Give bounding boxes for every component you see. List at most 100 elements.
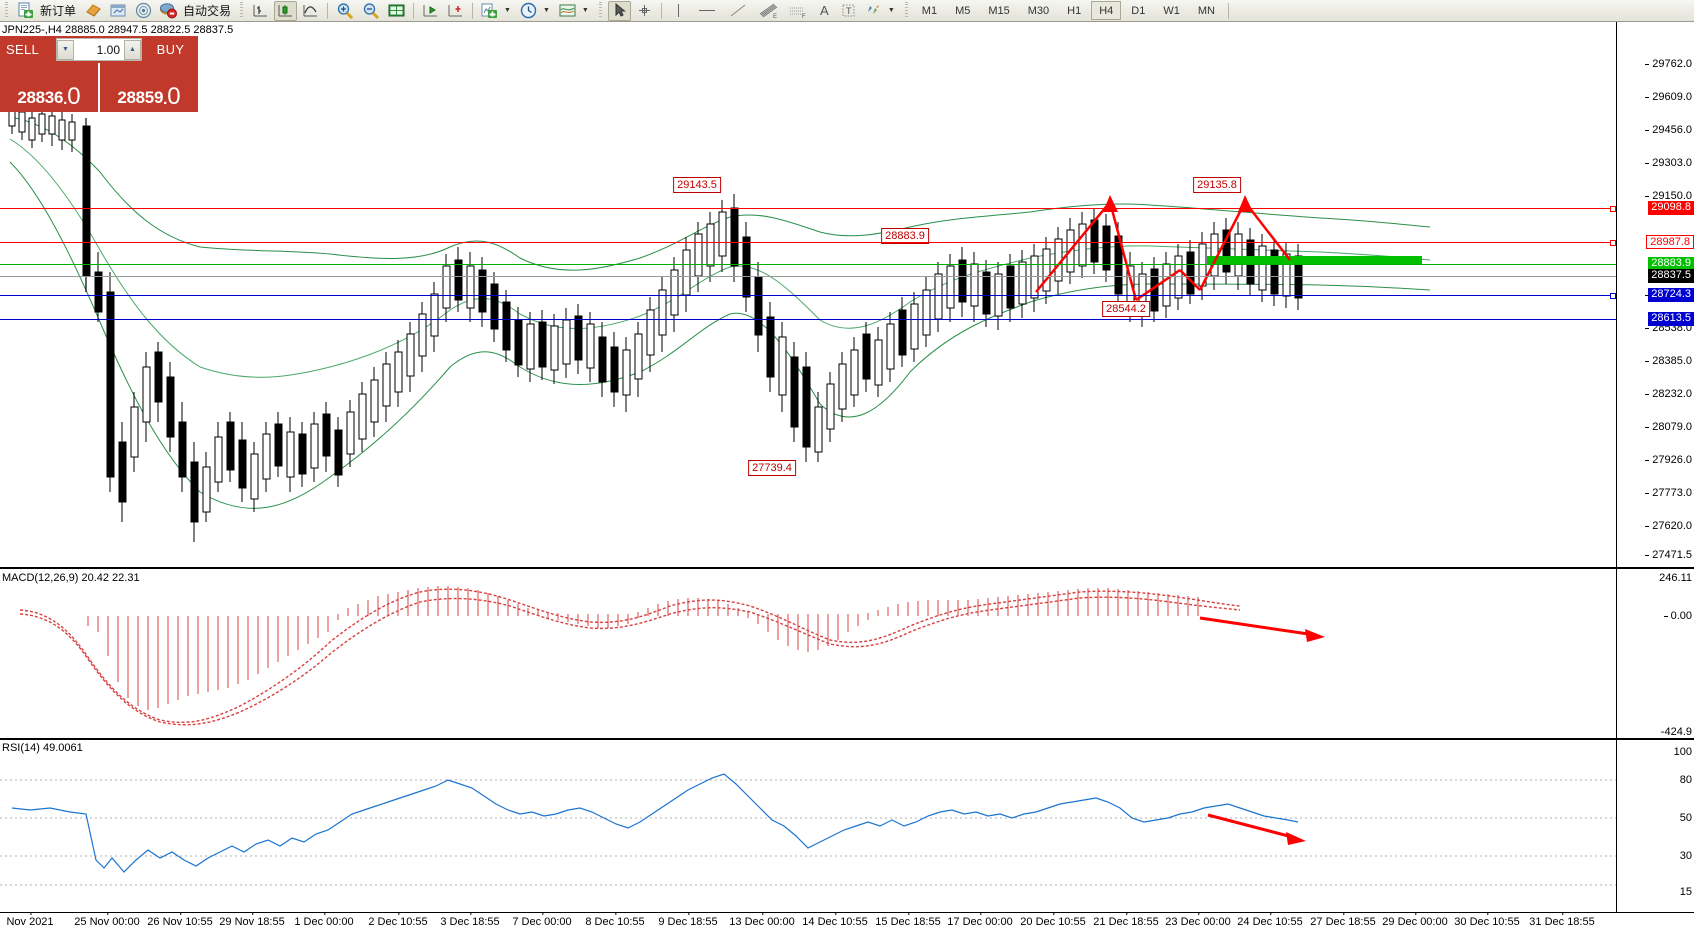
text-label-icon[interactable]: A [820,3,829,18]
macd-title-label: MACD(12,26,9) 20.42 22.31 [2,572,140,584]
rsi-canvas[interactable] [0,740,1616,912]
period-icon[interactable] [517,1,540,21]
one-click-trading-panel[interactable]: SELL ▼ 1.00 ▲ BUY 28836 . 0 [0,36,198,112]
level-line-29098[interactable] [0,206,1616,212]
bar-chart-icon[interactable] [249,1,272,21]
price-tick: 29150.0 [1645,190,1692,202]
level-line-28987[interactable] [0,240,1616,246]
crosshair-icon[interactable] [633,1,656,21]
toolbar-grip-2[interactable] [238,2,246,19]
macd-canvas[interactable] [0,570,1616,740]
price-tick: 29456.0 [1645,124,1692,136]
volume-increment-icon[interactable]: ▲ [124,39,141,60]
auto-trading-label[interactable]: 自动交易 [183,4,232,18]
time-tick: 2 Dec 10:55 [368,912,428,928]
level-handle-28987[interactable] [1610,240,1616,246]
templates-dropdown-icon[interactable]: ▼ [581,7,589,14]
timeframe-m30[interactable]: M30 [1027,4,1050,17]
level-line-28613[interactable] [0,319,1616,320]
line-chart-icon[interactable] [299,1,322,21]
timeframe-m1[interactable]: M1 [921,4,938,17]
price-chart-pane[interactable]: JPN225-,H4 28885.0 28947.5 28822.5 28837… [0,22,1694,570]
toolbar-grip-3[interactable] [596,2,604,19]
annotation-29135: 29135.8 [1193,177,1241,193]
toolbar-separator-3 [472,2,474,19]
auto-trading-icon[interactable] [157,1,180,21]
pane-separator-macd[interactable] [0,567,1694,569]
new-order-icon[interactable] [14,1,37,21]
level-line-28883[interactable] [0,264,1616,265]
cursor-icon[interactable] [607,0,631,21]
price-tick: 29609.0 [1645,91,1692,103]
trendline-icon[interactable] [724,1,752,21]
shapes-dropdown-icon[interactable]: ▼ [887,7,895,14]
volume-decrement-icon[interactable]: ▼ [57,39,74,60]
volume-stepper[interactable]: ▼ 1.00 ▲ [56,38,142,61]
auto-scroll-icon[interactable] [444,1,467,21]
zoom-out-icon[interactable] [359,1,383,21]
level-handle-29098[interactable] [1610,206,1616,212]
macd-tick: -424.9 [1660,726,1692,738]
time-tick: 23 Dec 00:00 [1165,912,1231,928]
buy-price-integer: 28859 [117,88,164,107]
pane-separator-rsi[interactable] [0,738,1694,740]
buy-price-fraction: 0 [167,83,181,111]
buy-button[interactable]: BUY [143,36,198,63]
indicators-dropdown-icon[interactable]: ▼ [504,7,511,14]
timeframe-d1[interactable]: D1 [1131,4,1146,17]
shapes-icon[interactable] [862,1,885,21]
vertical-line-icon[interactable] [667,1,690,21]
toolbar-grip[interactable] [3,2,10,19]
price-tag-28987[interactable]: 28987.8 [1646,235,1694,249]
expert-advisor-icon[interactable] [82,1,105,21]
price-tick: 27471.5 [1645,549,1692,561]
macd-pane[interactable]: MACD(12,26,9) 20.42 22.31 [0,570,1694,740]
timeframe-m15[interactable]: M15 [988,4,1010,17]
rsi-tick: 80 [1679,774,1692,786]
price-tick: 29303.0 [1645,157,1692,169]
timeframe-m5[interactable]: M5 [955,4,971,17]
price-tag-28613[interactable]: 28613.5 [1648,312,1694,326]
annotation-27739: 27739.4 [748,460,796,476]
timeframe-mn[interactable]: MN [1197,4,1215,17]
sell-button[interactable]: SELL [0,36,55,63]
chart-shift-icon[interactable] [419,1,442,21]
price-chart-canvas[interactable] [0,22,1616,570]
buy-price[interactable]: 28859 . 0 [100,63,198,112]
price-tag-28883[interactable]: 28883.9 [1648,257,1694,271]
level-handle-28724[interactable] [1610,293,1616,299]
text-box-icon[interactable]: T [837,1,860,21]
horizontal-line-icon[interactable] [692,1,722,21]
time-tick: 24 Dec 10:55 [1237,912,1303,928]
time-tick: 8 Dec 10:55 [585,912,645,928]
rsi-tick: 50 [1679,812,1692,824]
time-tick: 9 Dec 18:55 [658,912,718,928]
data-window-icon[interactable] [107,1,130,21]
fibonacci-icon[interactable]: E [754,1,782,21]
indicators-icon[interactable] [478,1,501,21]
period-dropdown-icon[interactable]: ▼ [542,7,550,14]
zoom-in-icon[interactable] [333,1,357,21]
candlestick-chart-icon[interactable] [274,0,298,21]
timeframe-h1[interactable]: H1 [1067,4,1082,17]
sell-price[interactable]: 28836 . 0 [0,63,98,112]
price-tag-28724[interactable]: 28724.3 [1648,288,1694,302]
price-axis[interactable]: 29762.0 29609.0 29456.0 29303.0 29150.0 … [1616,22,1694,570]
annotation-28883: 28883.9 [881,228,929,244]
rsi-pane[interactable]: RSI(14) 49.0061 100 80 50 30 15 [0,740,1694,912]
chart-workspace[interactable]: JPN225-,H4 28885.0 28947.5 28822.5 28837… [0,22,1694,934]
channels-icon[interactable]: F [784,1,812,21]
tile-windows-icon[interactable] [385,1,408,21]
signals-icon[interactable] [132,1,155,21]
templates-icon[interactable] [556,1,579,21]
time-axis[interactable]: Nov 2021 25 Nov 00:00 26 Nov 10:55 29 No… [0,912,1694,934]
toolbar-grip-4[interactable] [902,2,910,19]
timeframe-w1[interactable]: W1 [1163,4,1180,17]
annotation-29143: 29143.5 [673,177,721,193]
price-tag-29098[interactable]: 29098.8 [1648,201,1694,215]
volume-value[interactable]: 1.00 [96,42,120,57]
level-line-28724[interactable] [0,293,1616,299]
svg-text:T: T [846,6,852,16]
new-order-label[interactable]: 新订单 [40,4,77,18]
timeframe-h4[interactable]: H4 [1091,1,1122,20]
